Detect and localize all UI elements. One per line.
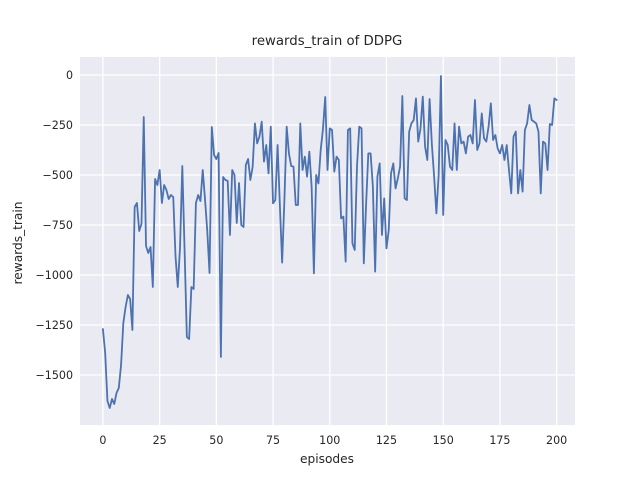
x-tick-label: 25	[153, 434, 167, 447]
x-tick-label: 100	[319, 434, 340, 447]
x-tick-label: 50	[209, 434, 223, 447]
x-axis-label: episodes	[300, 452, 354, 466]
chart-line	[102, 75, 558, 409]
x-tick-label: 75	[266, 434, 280, 447]
y-tick-label: −1500	[35, 369, 73, 382]
y-tick-label: −250	[43, 119, 73, 132]
y-tick-label: −1250	[35, 319, 73, 332]
y-tick-label: −1000	[35, 269, 73, 282]
x-tick-label: 150	[433, 434, 454, 447]
chart-title: rewards_train of DDPG	[252, 34, 403, 49]
x-axis-tick-labels: 0 25 50 75 100 125 150 175 200	[99, 434, 567, 447]
y-tick-label: −500	[43, 169, 73, 182]
data-series-group	[102, 75, 558, 409]
y-axis-label: rewards_train	[11, 201, 25, 284]
x-tick-label: 200	[546, 434, 567, 447]
x-tick-label: 175	[489, 434, 510, 447]
y-tick-label: 0	[66, 69, 73, 82]
y-tick-label: −750	[43, 219, 73, 232]
x-tick-label: 125	[376, 434, 397, 447]
x-tick-label: 0	[99, 434, 106, 447]
y-axis-tick-labels: 0 −250 −500 −750 −1000 −1250 −1500	[35, 69, 73, 382]
